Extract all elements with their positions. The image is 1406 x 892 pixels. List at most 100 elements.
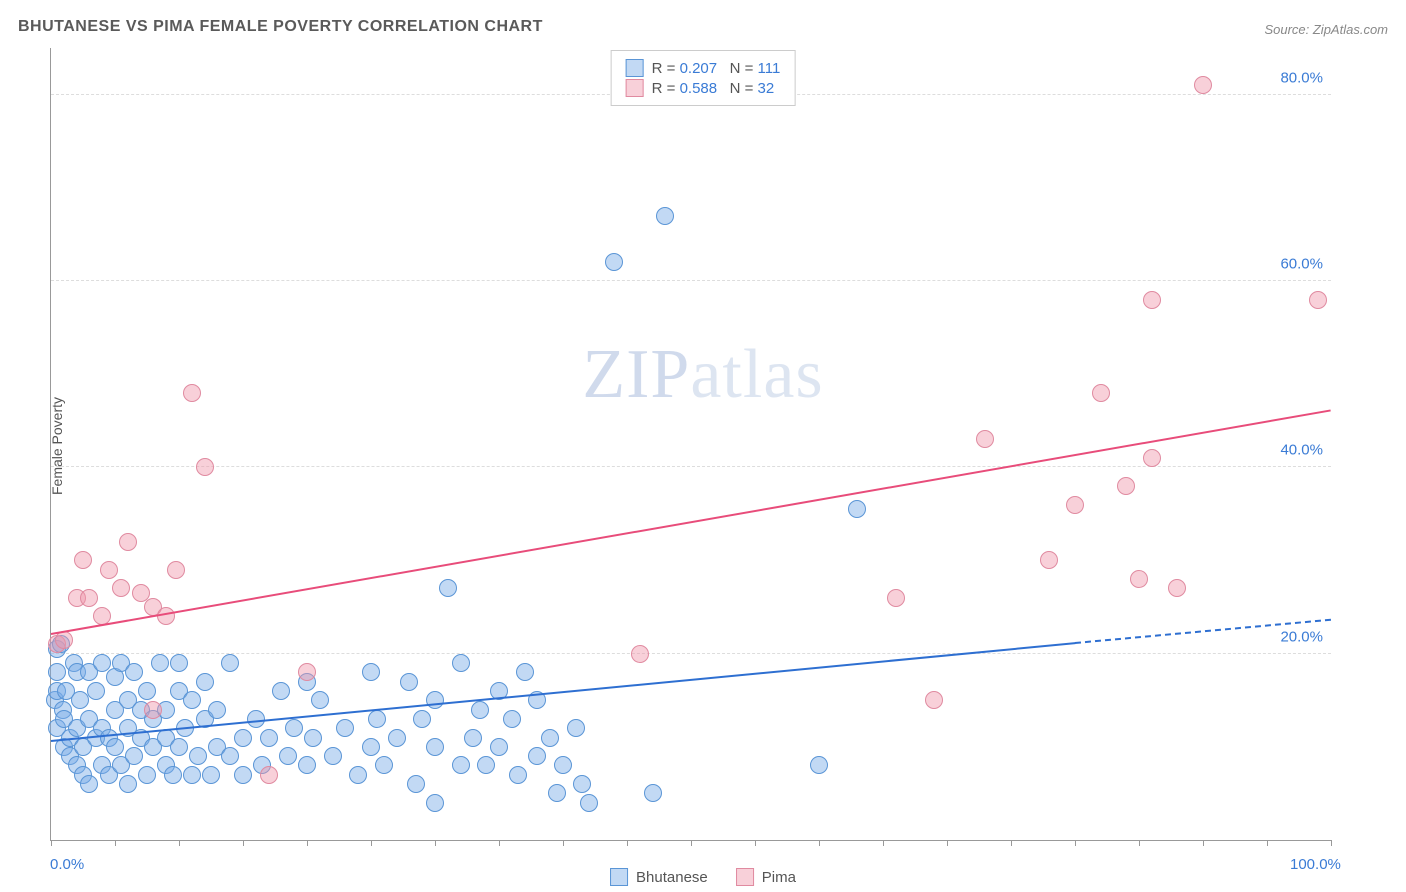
x-tick [1203, 840, 1204, 846]
x-tick [1267, 840, 1268, 846]
data-point [234, 729, 252, 747]
data-point [157, 607, 175, 625]
data-point [285, 719, 303, 737]
x-tick [499, 840, 500, 846]
data-point [605, 253, 623, 271]
data-point [80, 775, 98, 793]
data-point [407, 775, 425, 793]
data-point [362, 738, 380, 756]
data-point [144, 701, 162, 719]
data-point [106, 738, 124, 756]
data-point [183, 691, 201, 709]
data-point [112, 579, 130, 597]
x-tick [243, 840, 244, 846]
data-point [202, 766, 220, 784]
x-tick [115, 840, 116, 846]
data-point [388, 729, 406, 747]
data-point [298, 663, 316, 681]
data-point [426, 738, 444, 756]
x-tick [563, 840, 564, 846]
data-point [887, 589, 905, 607]
legend-row: R = 0.588 N = 32 [626, 79, 781, 97]
data-point [272, 682, 290, 700]
legend-swatch [626, 59, 644, 77]
data-point [221, 747, 239, 765]
x-tick [435, 840, 436, 846]
legend-label: Pima [762, 869, 796, 886]
data-point [503, 710, 521, 728]
data-point [567, 719, 585, 737]
data-point [170, 738, 188, 756]
data-point [1194, 76, 1212, 94]
gridline [51, 466, 1331, 467]
data-point [1040, 551, 1058, 569]
x-tick-label: 100.0% [1290, 856, 1341, 873]
data-point [528, 747, 546, 765]
y-tick-label: 60.0% [1280, 255, 1323, 272]
data-point [183, 766, 201, 784]
data-point [151, 654, 169, 672]
x-tick [947, 840, 948, 846]
data-point [573, 775, 591, 793]
data-point [336, 719, 354, 737]
data-point [516, 663, 534, 681]
x-tick [179, 840, 180, 846]
data-point [976, 430, 994, 448]
data-point [656, 207, 674, 225]
data-point [400, 673, 418, 691]
data-point [439, 579, 457, 597]
data-point [221, 654, 239, 672]
x-tick-label: 0.0% [50, 856, 84, 873]
data-point [208, 701, 226, 719]
source-attribution: Source: ZipAtlas.com [1264, 22, 1388, 37]
data-point [260, 766, 278, 784]
data-point [413, 710, 431, 728]
data-point [74, 551, 92, 569]
data-point [260, 729, 278, 747]
data-point [631, 645, 649, 663]
data-point [541, 729, 559, 747]
data-point [164, 766, 182, 784]
x-tick [307, 840, 308, 846]
trend-line [51, 642, 1075, 742]
gridline [51, 280, 1331, 281]
data-point [125, 663, 143, 681]
data-point [362, 663, 380, 681]
data-point [375, 756, 393, 774]
data-point [1309, 291, 1327, 309]
data-point [925, 691, 943, 709]
x-tick [1011, 840, 1012, 846]
x-tick [883, 840, 884, 846]
data-point [1168, 579, 1186, 597]
y-tick-label: 80.0% [1280, 69, 1323, 86]
data-point [471, 701, 489, 719]
scatter-chart: 20.0%40.0%60.0%80.0% [50, 48, 1331, 841]
legend-swatch [626, 79, 644, 97]
legend-swatch [736, 868, 754, 886]
data-point [298, 756, 316, 774]
data-point [196, 673, 214, 691]
data-point [368, 710, 386, 728]
data-point [80, 589, 98, 607]
x-tick [691, 840, 692, 846]
x-tick [371, 840, 372, 846]
data-point [279, 747, 297, 765]
data-point [848, 500, 866, 518]
data-point [349, 766, 367, 784]
data-point [464, 729, 482, 747]
x-tick [1331, 840, 1332, 846]
data-point [119, 775, 137, 793]
x-tick [755, 840, 756, 846]
y-tick-label: 40.0% [1280, 442, 1323, 459]
data-point [426, 794, 444, 812]
data-point [87, 682, 105, 700]
x-tick [819, 840, 820, 846]
data-point [1143, 449, 1161, 467]
data-point [311, 691, 329, 709]
data-point [167, 561, 185, 579]
data-point [509, 766, 527, 784]
data-point [490, 738, 508, 756]
legend-row: R = 0.207 N = 111 [626, 59, 781, 77]
data-point [1092, 384, 1110, 402]
data-point [477, 756, 495, 774]
